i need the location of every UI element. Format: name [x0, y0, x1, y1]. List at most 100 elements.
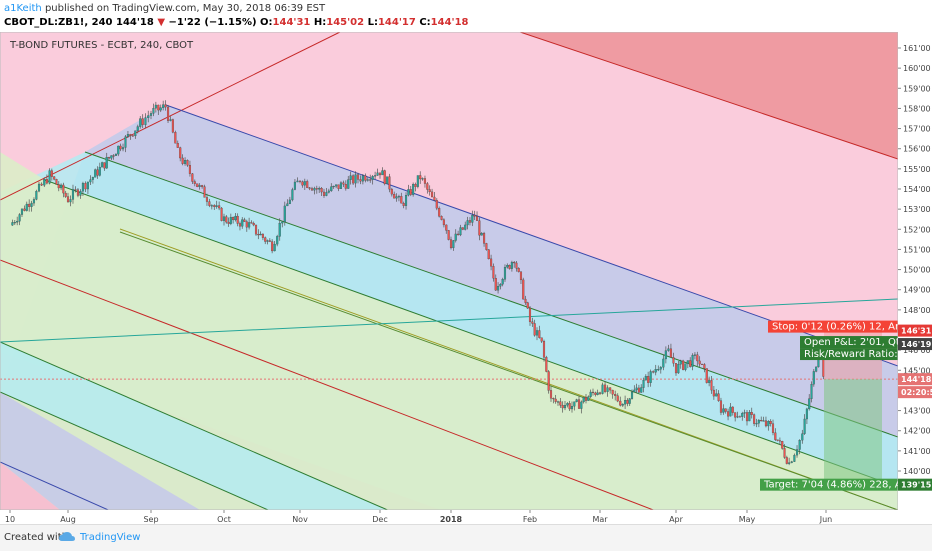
author-link[interactable]: a1Keith	[4, 3, 42, 14]
chart-header: a1Keith published on TradingView.com, Ma…	[0, 0, 932, 32]
x-tick-label: Mar	[592, 515, 608, 524]
candle	[582, 396, 585, 404]
candle	[32, 197, 36, 206]
svg-text:Stop: 0'12 (0.26%) 12, Amoun: Stop: 0'12 (0.26%) 12, Amoun	[772, 322, 924, 333]
risk-reward-label[interactable]: Risk/Reward Ratio: 19	[800, 348, 913, 361]
candle	[473, 210, 476, 220]
candle	[705, 368, 708, 384]
candle	[788, 457, 791, 466]
candle	[785, 455, 788, 465]
candle	[407, 184, 410, 197]
candle	[755, 418, 758, 428]
candle	[327, 188, 330, 194]
red-median-line	[0, 259, 655, 510]
published-text: published on TradingView.com, May 30, 20…	[44, 3, 326, 14]
candle	[621, 403, 624, 408]
candle	[452, 240, 455, 251]
candle	[423, 175, 427, 188]
candle	[570, 401, 574, 413]
candle	[442, 218, 445, 228]
candle	[808, 394, 811, 411]
candle	[96, 166, 99, 179]
candle	[162, 100, 165, 111]
candle	[540, 337, 543, 344]
candle	[708, 376, 711, 387]
reward-zone	[824, 379, 882, 482]
price-axis[interactable]: 161'00 160'00 159'00 158'00 157'00 156'00 155'…	[898, 32, 932, 524]
candle	[778, 437, 781, 445]
candle	[76, 188, 80, 198]
candle	[644, 374, 647, 381]
candle	[57, 181, 60, 192]
candle	[606, 385, 609, 397]
candle	[374, 171, 377, 180]
candle	[459, 224, 462, 237]
candle	[273, 240, 276, 252]
candle	[440, 215, 443, 221]
candle	[686, 360, 689, 369]
candle	[152, 103, 155, 117]
candle	[743, 409, 746, 419]
candle	[748, 409, 751, 422]
candle	[208, 198, 211, 208]
candle	[366, 176, 369, 182]
candle	[293, 179, 296, 191]
candle	[689, 357, 692, 368]
high-label: H:	[313, 17, 327, 28]
candle	[13, 220, 16, 225]
candle	[580, 400, 583, 414]
y-tick-label: 154'00	[903, 185, 931, 194]
candle	[591, 388, 595, 396]
candle	[664, 346, 667, 364]
candle	[352, 174, 355, 186]
candle	[330, 183, 333, 192]
position-tool[interactable]: Stop: 0'12 (0.26%) 12, Amoun Open P&L: 2'…	[760, 320, 924, 491]
svg-text:144'18: 144'18	[901, 375, 932, 384]
candle	[131, 135, 134, 137]
time-axis[interactable]: 10 Aug Sep Oct Nov Dec 2018 Feb Mar Apr May Jun	[0, 510, 898, 524]
candle	[252, 221, 255, 227]
candle	[261, 233, 264, 241]
candle	[559, 398, 562, 408]
candle	[201, 184, 204, 189]
created-with-text: Created with	[4, 532, 68, 543]
candle	[561, 401, 564, 413]
candle	[301, 180, 304, 188]
candle	[147, 110, 150, 123]
candle	[361, 174, 364, 185]
candle	[445, 224, 448, 234]
candle	[64, 190, 67, 198]
candle	[325, 188, 328, 197]
candle	[628, 397, 631, 406]
candle	[159, 104, 162, 113]
publish-line: a1Keith published on TradingView.com, Ma…	[4, 3, 325, 14]
footer-bar: Created with TradingView	[0, 524, 932, 551]
candle	[637, 384, 640, 394]
candle	[710, 375, 713, 394]
green-median-line	[44, 179, 898, 488]
candle	[803, 414, 806, 436]
change-value: −1'22 (−1.15%)	[168, 17, 257, 28]
candle	[257, 229, 260, 240]
entry-price-tag: 146'19	[898, 338, 932, 351]
chart-title: T-BOND FUTURES - ECBT, 240, CBOT	[9, 40, 194, 51]
pitchfork-zones	[0, 32, 898, 510]
tradingview-brand[interactable]: TradingView	[80, 532, 141, 543]
candle	[98, 162, 101, 177]
candle	[783, 444, 786, 459]
candle	[717, 390, 720, 402]
candle	[188, 160, 191, 177]
open-pnl-label[interactable]: Open P&L: 2'01, Qty: 6	[800, 336, 918, 349]
candle	[89, 175, 92, 185]
candle	[810, 381, 813, 403]
target-label[interactable]: Target: 7'04 (4.86%) 228, Amou	[760, 478, 924, 491]
candle	[136, 124, 139, 134]
candle	[461, 227, 464, 231]
candle	[552, 397, 555, 404]
candle	[268, 238, 271, 243]
candle	[213, 204, 216, 211]
price-chart[interactable]: Stop: 0'12 (0.26%) 12, Amoun Open P&L: 2'…	[0, 32, 932, 524]
y-tick-label: 153'00	[903, 205, 931, 214]
candle	[186, 159, 189, 167]
stop-label[interactable]: Stop: 0'12 (0.26%) 12, Amoun	[768, 320, 924, 333]
